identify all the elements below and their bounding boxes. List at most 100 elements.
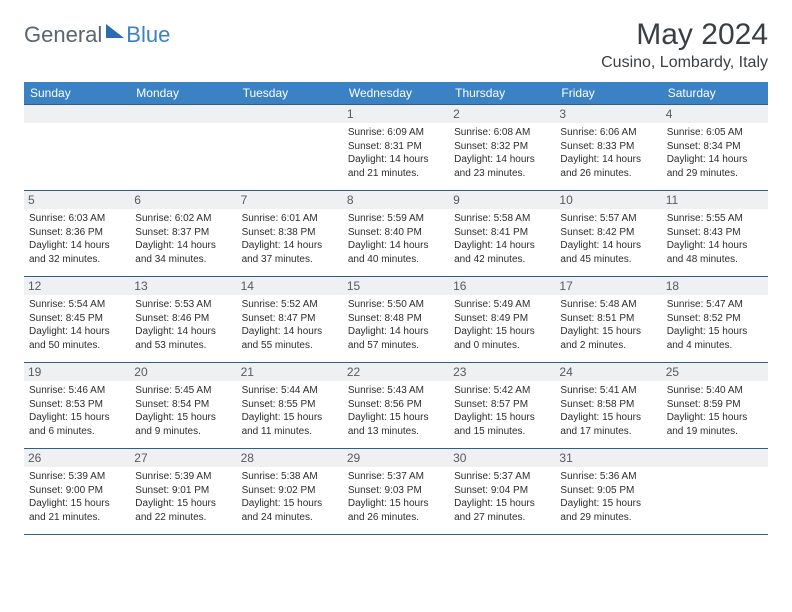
day-number: 12 — [24, 277, 130, 295]
day-details: Sunrise: 5:57 AMSunset: 8:42 PMDaylight:… — [560, 212, 656, 266]
day-details: Sunrise: 5:36 AMSunset: 9:05 PMDaylight:… — [560, 470, 656, 524]
calendar-cell: 3Sunrise: 6:06 AMSunset: 8:33 PMDaylight… — [555, 105, 661, 191]
calendar-cell: 16Sunrise: 5:49 AMSunset: 8:49 PMDayligh… — [449, 277, 555, 363]
day-details: Sunrise: 5:46 AMSunset: 8:53 PMDaylight:… — [29, 384, 125, 438]
calendar-cell: 13 Sunrise: 5:53 AMSunset: 8:46 PMDayligh… — [130, 277, 236, 363]
day-header: Saturday — [662, 82, 768, 105]
calendar-cell: 20Sunrise: 5:45 AMSunset: 8:54 PMDayligh… — [130, 363, 236, 449]
calendar-cell: 29 Sunrise: 5:37 AMSunset: 9:03 PMDayligh… — [343, 449, 449, 535]
calendar-cell: 15Sunrise: 5:50 AMSunset: 8:48 PMDayligh… — [343, 277, 449, 363]
calendar-cell: 28 Sunrise: 5:38 AMSunset: 9:02 PMDayligh… — [237, 449, 343, 535]
day-number: 30 — [449, 449, 555, 467]
calendar-cell: 14 Sunrise: 5:52 AMSunset: 8:47 PMDayligh… — [237, 277, 343, 363]
day-number: 22 — [343, 363, 449, 381]
day-details: Sunrise: 5:52 AMSunset: 8:47 PMDaylight:… — [242, 298, 338, 352]
day-number: 3 — [555, 105, 661, 123]
day-number: 1 — [343, 105, 449, 123]
day-number: 2 — [449, 105, 555, 123]
day-details: Sunrise: 6:01 AMSunset: 8:38 PMDaylight:… — [242, 212, 338, 266]
day-number-empty — [130, 105, 236, 123]
page-header: General Blue May 2024 Cusino, Lombardy, … — [24, 18, 768, 72]
day-number: 25 — [662, 363, 768, 381]
day-number-empty — [662, 449, 768, 467]
day-number: 15 — [343, 277, 449, 295]
calendar-cell: 8Sunrise: 5:59 AMSunset: 8:40 PMDaylight… — [343, 191, 449, 277]
calendar-cell: 22 Sunrise: 5:43 AMSunset: 8:56 PMDayligh… — [343, 363, 449, 449]
calendar-cell — [237, 105, 343, 191]
day-details: Sunrise: 5:40 AMSunset: 8:59 PMDaylight:… — [667, 384, 763, 438]
day-details: Sunrise: 5:54 AMSunset: 8:45 PMDaylight:… — [29, 298, 125, 352]
calendar-body: 1 Sunrise: 6:09 AMSunset: 8:31 PMDaylight… — [24, 105, 768, 535]
calendar-cell: 5Sunrise: 6:03 AMSunset: 8:36 PMDaylight… — [24, 191, 130, 277]
day-details: Sunrise: 5:37 AMSunset: 9:04 PMDaylight:… — [454, 470, 550, 524]
calendar-cell: 2 Sunrise: 6:08 AMSunset: 8:32 PMDaylight… — [449, 105, 555, 191]
calendar-week-row: 26Sunrise: 5:39 AMSunset: 9:00 PMDayligh… — [24, 449, 768, 535]
calendar-cell: 17Sunrise: 5:48 AMSunset: 8:51 PMDayligh… — [555, 277, 661, 363]
logo: General Blue — [24, 18, 170, 48]
day-number: 31 — [555, 449, 661, 467]
day-header: Sunday — [24, 82, 130, 105]
day-details: Sunrise: 5:58 AMSunset: 8:41 PMDaylight:… — [454, 212, 550, 266]
calendar-cell: 18 Sunrise: 5:47 AMSunset: 8:52 PMDayligh… — [662, 277, 768, 363]
day-number: 14 — [237, 277, 343, 295]
day-details: Sunrise: 6:05 AMSunset: 8:34 PMDaylight:… — [667, 126, 763, 180]
calendar-cell: 6 Sunrise: 6:02 AMSunset: 8:37 PMDaylight… — [130, 191, 236, 277]
day-number: 7 — [237, 191, 343, 209]
calendar-page: General Blue May 2024 Cusino, Lombardy, … — [0, 0, 792, 553]
logo-text-blue: Blue — [126, 22, 170, 48]
day-number: 6 — [130, 191, 236, 209]
day-details: Sunrise: 5:55 AMSunset: 8:43 PMDaylight:… — [667, 212, 763, 266]
day-details: Sunrise: 5:37 AMSunset: 9:03 PMDaylight:… — [348, 470, 444, 524]
day-number: 24 — [555, 363, 661, 381]
day-number: 11 — [662, 191, 768, 209]
calendar-week-row: 12 Sunrise: 5:54 AMSunset: 8:45 PMDayligh… — [24, 277, 768, 363]
day-details: Sunrise: 6:02 AMSunset: 8:37 PMDaylight:… — [135, 212, 231, 266]
day-details: Sunrise: 5:42 AMSunset: 8:57 PMDaylight:… — [454, 384, 550, 438]
day-number: 29 — [343, 449, 449, 467]
location-label: Cusino, Lombardy, Italy — [601, 54, 768, 72]
day-details: Sunrise: 5:47 AMSunset: 8:52 PMDaylight:… — [667, 298, 763, 352]
calendar-cell — [662, 449, 768, 535]
title-block: May 2024 Cusino, Lombardy, Italy — [601, 18, 768, 72]
day-details: Sunrise: 5:53 AMSunset: 8:46 PMDaylight:… — [135, 298, 231, 352]
day-header: Monday — [130, 82, 236, 105]
month-title: May 2024 — [601, 18, 768, 52]
day-details: Sunrise: 6:09 AMSunset: 8:31 PMDaylight:… — [348, 126, 444, 180]
day-number: 23 — [449, 363, 555, 381]
calendar-cell: 21Sunrise: 5:44 AMSunset: 8:55 PMDayligh… — [237, 363, 343, 449]
day-number: 21 — [237, 363, 343, 381]
day-number-empty — [237, 105, 343, 123]
calendar-cell: 26Sunrise: 5:39 AMSunset: 9:00 PMDayligh… — [24, 449, 130, 535]
day-number: 28 — [237, 449, 343, 467]
calendar-cell: 9Sunrise: 5:58 AMSunset: 8:41 PMDaylight… — [449, 191, 555, 277]
calendar-cell: 1 Sunrise: 6:09 AMSunset: 8:31 PMDaylight… — [343, 105, 449, 191]
day-header: Tuesday — [237, 82, 343, 105]
calendar-cell: 23 Sunrise: 5:42 AMSunset: 8:57 PMDayligh… — [449, 363, 555, 449]
day-number: 5 — [24, 191, 130, 209]
calendar-table: SundayMondayTuesdayWednesdayThursdayFrid… — [24, 82, 768, 535]
day-details: Sunrise: 5:43 AMSunset: 8:56 PMDaylight:… — [348, 384, 444, 438]
calendar-cell: 27Sunrise: 5:39 AMSunset: 9:01 PMDayligh… — [130, 449, 236, 535]
day-number: 4 — [662, 105, 768, 123]
calendar-cell: 7 Sunrise: 6:01 AMSunset: 8:38 PMDaylight… — [237, 191, 343, 277]
calendar-cell: 30 Sunrise: 5:37 AMSunset: 9:04 PMDayligh… — [449, 449, 555, 535]
calendar-cell: 12 Sunrise: 5:54 AMSunset: 8:45 PMDayligh… — [24, 277, 130, 363]
day-details: Sunrise: 5:49 AMSunset: 8:49 PMDaylight:… — [454, 298, 550, 352]
day-number: 18 — [662, 277, 768, 295]
calendar-week-row: 1 Sunrise: 6:09 AMSunset: 8:31 PMDaylight… — [24, 105, 768, 191]
calendar-week-row: 19Sunrise: 5:46 AMSunset: 8:53 PMDayligh… — [24, 363, 768, 449]
logo-text-general: General — [24, 22, 102, 48]
day-header-row: SundayMondayTuesdayWednesdayThursdayFrid… — [24, 82, 768, 105]
day-number: 20 — [130, 363, 236, 381]
calendar-cell: 31 Sunrise: 5:36 AMSunset: 9:05 PMDayligh… — [555, 449, 661, 535]
day-details: Sunrise: 5:48 AMSunset: 8:51 PMDaylight:… — [560, 298, 656, 352]
day-details: Sunrise: 5:38 AMSunset: 9:02 PMDaylight:… — [242, 470, 338, 524]
day-number: 10 — [555, 191, 661, 209]
day-details: Sunrise: 6:08 AMSunset: 8:32 PMDaylight:… — [454, 126, 550, 180]
calendar-cell — [24, 105, 130, 191]
calendar-cell: 19Sunrise: 5:46 AMSunset: 8:53 PMDayligh… — [24, 363, 130, 449]
day-details: Sunrise: 5:39 AMSunset: 9:00 PMDaylight:… — [29, 470, 125, 524]
day-number: 13 — [130, 277, 236, 295]
day-details: Sunrise: 5:41 AMSunset: 8:58 PMDaylight:… — [560, 384, 656, 438]
day-details: Sunrise: 5:39 AMSunset: 9:01 PMDaylight:… — [135, 470, 231, 524]
